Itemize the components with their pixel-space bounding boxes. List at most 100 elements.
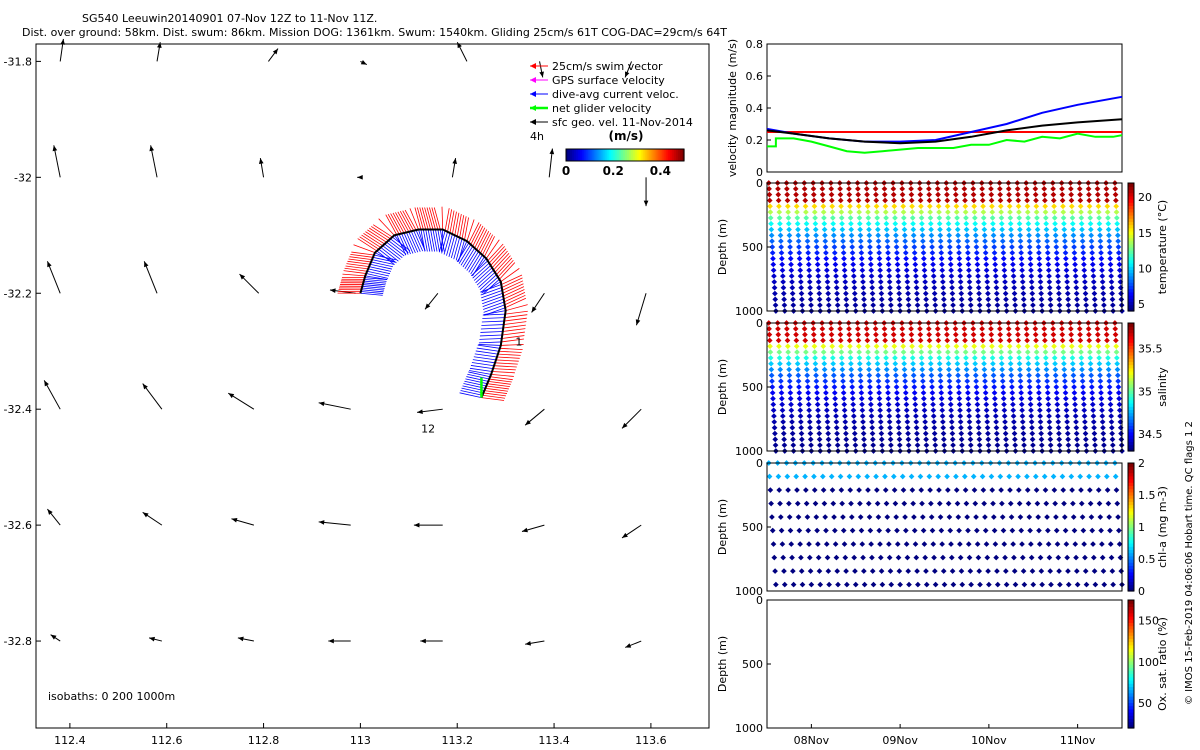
profile-sample-salinity [839,372,846,379]
profile-sample-temperature [799,296,805,303]
profile-sample-temperature [1017,232,1024,239]
profile-sample-chla [1068,473,1075,480]
profile-sample-salinity [1016,360,1023,367]
profile-sample-temperature [815,279,822,285]
profile-sample-chla [937,514,944,520]
profile-sample-temperature [1055,284,1062,291]
dive-avg-current-vector [360,292,383,296]
profile-sample-temperature [943,185,950,192]
profile-sample-salinity [940,424,947,431]
profile-sample-salinity [804,372,811,379]
profile-sample-chla [838,487,845,493]
profile-sample-temperature [829,203,836,210]
profile-sample-salinity [870,442,877,449]
profile-sample-salinity [896,424,902,431]
profile-sample-temperature [974,255,980,262]
profile-sample-salinity [785,355,792,361]
profile-sample-salinity [1027,395,1034,402]
swim-vector [502,280,524,291]
profile-sample-salinity [772,442,779,449]
swim-vector [363,233,383,247]
profile-sample-temperature [860,290,867,297]
profile-sample-temperature [948,279,955,285]
profile-sample-salinity [767,343,773,350]
profile-sample-salinity [769,384,776,390]
profile-sample-salinity [958,436,965,443]
profile-sample-salinity [1056,430,1062,437]
profile-sample-temperature [1018,255,1025,262]
profile-sample-salinity [1079,378,1086,385]
profile-sample-temperature [839,226,846,233]
profile-sample-temperature [867,249,874,256]
profile-sample-temperature [882,203,889,210]
profile-sample-chla [811,473,817,480]
swim-vector [365,231,385,245]
profile-sample-salinity [955,378,962,385]
sfc-geo-arrowhead [142,512,149,518]
profile-sample-salinity [796,389,803,396]
swim-vector [367,229,387,243]
profile-sample-salinity [798,430,805,437]
profile-sample-temperature [985,290,991,297]
profile-sample-temperature [1025,215,1031,221]
swim-vector [501,277,523,288]
profile-sample-temperature [828,185,835,192]
salinity-colorbar-segment [1128,403,1134,407]
colorbar-segment [674,149,677,161]
profile-sample-temperature [1117,273,1123,279]
profile-sample-salinity [1015,331,1021,338]
profile-sample-chla [1087,487,1093,493]
profile-sample-salinity [982,384,989,390]
profile-sample-temperature [779,261,785,268]
profile-sample-temperature [789,279,795,285]
profile-sample-salinity [1008,372,1015,379]
oxygen-colorbar-segment [1128,696,1134,700]
colorbar-segment [656,149,660,161]
profile-sample-temperature [846,185,852,192]
profile-sample-temperature [1023,191,1030,198]
profile-sample-salinity [904,424,911,431]
profile-sample-chla [953,487,960,493]
oxygen-colorbar-segment [1128,673,1134,678]
temperature-colorbar-segment [1128,279,1134,283]
swim-vector [485,239,500,259]
dive-avg-current-vector [367,270,390,277]
swim-vector [461,216,467,239]
profile-sample-chla [989,487,996,493]
profile-sample-chla [1061,500,1067,507]
profile-sample-temperature [1076,185,1083,192]
profile-sample-chla [894,541,901,547]
profile-sample-temperature [917,185,923,192]
profile-sample-chla [932,568,938,574]
profile-sample-salinity [861,442,868,449]
profile-sample-salinity [824,407,830,414]
swim-vector [349,256,373,261]
profile-sample-salinity [954,366,961,373]
profile-sample-salinity [822,378,829,385]
profile-sample-chla [1006,473,1013,480]
dive-avg-current-vector [479,334,503,337]
profile-sample-temperature [848,226,855,233]
profile-sample-salinity [939,413,946,419]
profile-sample-temperature [956,249,962,256]
profile-sample-chla [976,568,983,574]
swim-vector [504,294,526,306]
profile-sample-temperature [993,284,1000,291]
profile-sample-temperature [911,249,918,256]
profile-sample-temperature [893,244,900,250]
profile-sample-temperature [770,255,776,262]
sfc-geo-arrowhead [643,200,649,207]
profile-sample-temperature [816,284,822,291]
profile-sample-salinity [869,419,875,425]
dive-avg-current-vector [435,229,440,252]
dive-avg-current-vector [446,234,453,256]
profile-sample-salinity [790,442,797,449]
profile-sample-chla [1079,514,1086,520]
profile-sample-temperature [947,255,954,262]
profile-sample-salinity [1094,325,1101,332]
sfc-geo-arrowhead [47,261,52,268]
profile-sample-temperature [790,302,797,309]
profile-sample-temperature [1103,191,1110,198]
profile-sample-temperature [984,273,990,279]
profile-sample-salinity [1068,337,1075,344]
